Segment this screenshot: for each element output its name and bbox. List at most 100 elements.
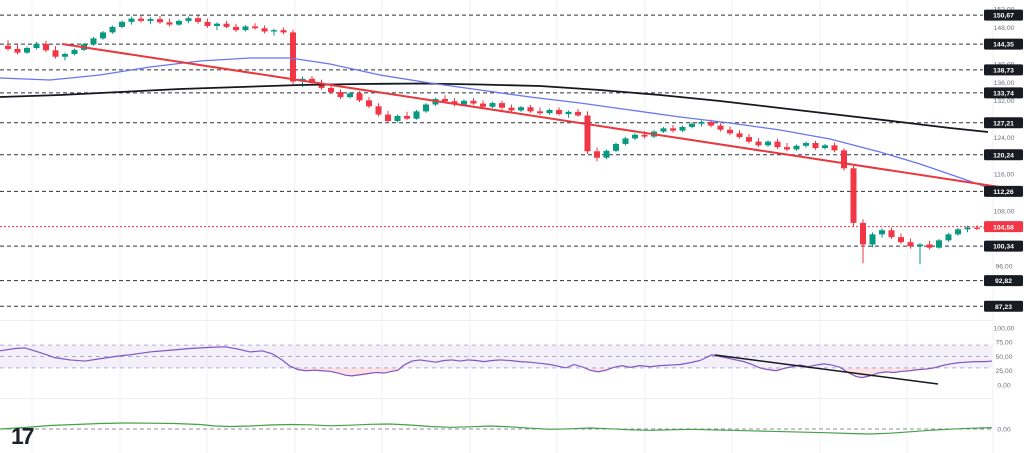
candle-up — [803, 143, 809, 146]
price-level-badge — [984, 300, 1023, 312]
oscillator-line — [0, 422, 993, 435]
candle-down — [233, 26, 239, 31]
price-level-badge-label: 100,34 — [993, 244, 1014, 251]
price-level-badge-label: 92,82 — [995, 278, 1012, 285]
candle-up — [660, 128, 667, 132]
blue-ma-line — [0, 57, 993, 190]
candle-up — [565, 111, 572, 115]
candle-up — [176, 20, 182, 25]
candle-down — [261, 28, 268, 32]
candle-down — [746, 137, 752, 142]
price-level-badge — [984, 117, 1023, 129]
candle-up — [622, 138, 629, 144]
price-axis-tick: 108,00 — [994, 208, 1015, 215]
price-axis-tick: 124,00 — [994, 135, 1015, 142]
candle-down — [575, 111, 581, 116]
candle-up — [603, 150, 610, 158]
candle-down — [784, 147, 790, 150]
candle-down — [470, 100, 477, 104]
candle-down — [755, 141, 762, 146]
candle-up — [632, 134, 638, 139]
oscillator-axis-tick: 0,00 — [997, 426, 1010, 433]
black-ma-line — [0, 82, 989, 133]
candle-down — [584, 115, 591, 152]
candle-down — [309, 78, 315, 83]
candle-up — [62, 53, 68, 57]
candle-down — [138, 18, 144, 21]
candle-up — [413, 111, 420, 119]
price-level-badge — [984, 275, 1023, 287]
candle-down — [898, 237, 904, 243]
candle-up — [71, 49, 78, 54]
candle-down — [717, 125, 724, 130]
candle-up — [613, 143, 619, 151]
candle-down — [727, 129, 733, 134]
tradingview-logo-icon: 17 — [11, 423, 34, 449]
rsi-axis-tick: 25,00 — [995, 368, 1012, 375]
candle-up — [955, 229, 961, 235]
candle-down — [252, 26, 258, 29]
candle-up — [917, 244, 923, 247]
price-level-badge-label: 144,35 — [993, 42, 1014, 49]
price-axis-tick: 132,00 — [994, 98, 1015, 105]
candle-down — [907, 242, 914, 247]
candle-up — [147, 19, 154, 21]
rsi-axis-tick: 75,00 — [995, 340, 1012, 347]
candle-down — [328, 87, 334, 93]
current-price-badge-label: 104,58 — [993, 224, 1014, 231]
candle-down — [888, 230, 895, 238]
rsi-oversold-fill — [760, 367, 787, 371]
candle-up — [936, 240, 942, 248]
candle-up — [128, 18, 135, 22]
rsi-axis-tick: 100,00 — [994, 325, 1015, 332]
price-level-badge — [984, 185, 1023, 197]
price-level-badge — [984, 240, 1023, 252]
price-level-badge — [984, 38, 1023, 50]
rsi-line — [0, 346, 993, 379]
candle-up — [679, 126, 686, 131]
candle-down — [926, 244, 933, 248]
candle-up — [518, 107, 524, 111]
candle-up — [214, 23, 220, 26]
candle-up — [185, 18, 192, 21]
candle-down — [366, 100, 372, 107]
candle-down — [14, 48, 21, 53]
price-axis-tick: 116,00 — [994, 172, 1015, 179]
candle-down — [404, 115, 410, 119]
candle-up — [423, 104, 429, 112]
candle-down — [860, 222, 866, 245]
red-trendline — [61, 43, 1007, 189]
candle-up — [109, 26, 116, 33]
candle-down — [223, 23, 230, 27]
price-level-badge — [984, 64, 1023, 76]
candle-down — [974, 227, 980, 229]
rsi-oversold-fill — [294, 367, 401, 376]
candle-down — [52, 50, 59, 57]
candle-down — [556, 109, 562, 115]
rsi-axis-tick: 0,00 — [997, 382, 1010, 389]
candle-down — [641, 134, 648, 137]
rsi-trendline — [714, 354, 939, 385]
candle-up — [489, 103, 496, 107]
candle-down — [157, 19, 163, 23]
candle-down — [337, 92, 344, 98]
candle-down — [5, 45, 11, 49]
candle-up — [100, 32, 106, 39]
candle-up — [698, 121, 705, 124]
price-level-badge-label: 120,24 — [993, 152, 1014, 159]
candle-up — [793, 145, 800, 150]
candle-up — [119, 21, 125, 27]
price-level-badge — [984, 9, 1023, 21]
candle-down — [204, 21, 211, 26]
price-level-badge-label: 133,74 — [993, 90, 1014, 97]
candle-up — [964, 227, 971, 230]
price-level-badge-label: 127,21 — [993, 120, 1014, 127]
candle-up — [869, 234, 876, 245]
candle-down — [356, 93, 363, 101]
candle-down — [812, 143, 819, 149]
candle-down — [280, 30, 287, 33]
candle-up — [546, 109, 553, 114]
candle-up — [33, 43, 40, 49]
